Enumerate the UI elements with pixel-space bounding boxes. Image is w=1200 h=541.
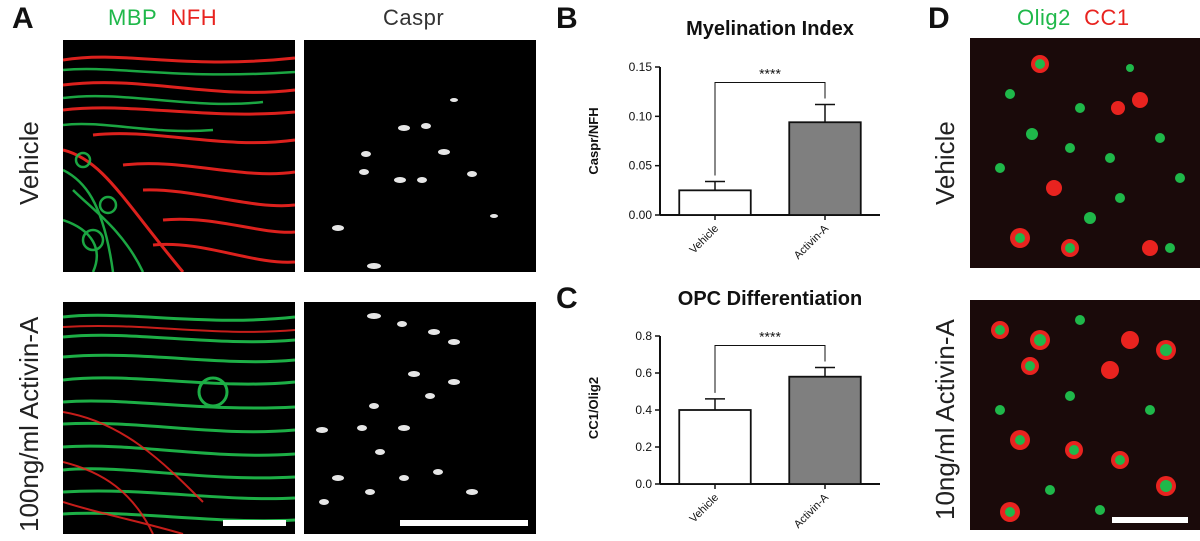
- panel-letter-d: D: [928, 2, 950, 35]
- bar-activin-a: [788, 121, 862, 216]
- scale-bar-caspr: [400, 520, 528, 526]
- y-tick-label: 0.6: [635, 366, 652, 380]
- caspr-puncta-vehicle: [332, 98, 498, 269]
- cell-image-vehicle: [995, 55, 1185, 257]
- y-tick-label: 0.0: [635, 477, 652, 491]
- chart-opc-differentiation: OPC Differentiation CC1/Olig2 0.00.20.40…: [586, 288, 880, 531]
- bar-vehicle: [678, 409, 752, 485]
- x-tick-label: Vehicle: [688, 492, 722, 526]
- bar-vehicle: [678, 189, 752, 216]
- scale-bar-fibers: [223, 520, 286, 526]
- row-label-activin-a: 100ng/ml Activin-A: [14, 316, 44, 532]
- cell-image-activin: [991, 315, 1176, 522]
- stain-label-mbp: MBP: [108, 5, 158, 30]
- micrograph-caspr-vehicle: [304, 40, 536, 272]
- chart-myelination-index: Myelination Index Caspr/NFH 0.00 0.05 0.10…: [586, 18, 880, 262]
- significance-stars: ****: [759, 65, 781, 81]
- panel-letter-a: A: [12, 2, 34, 35]
- significance-stars: ****: [759, 328, 781, 344]
- micrograph-caspr-activin: [304, 302, 536, 534]
- fiber-image-vehicle: [63, 55, 295, 272]
- micrograph-mbp-nfh-vehicle: [63, 40, 295, 272]
- plot-area: 0.00 0.05 0.10 0.15 Vehicle Activin-A ****: [629, 60, 880, 262]
- y-tick-label: 0.10: [629, 109, 653, 123]
- significance-bracket: [714, 344, 826, 393]
- micrograph-olig2-cc1-vehicle: [970, 38, 1200, 268]
- y-axis-label: CC1/Olig2: [586, 377, 601, 439]
- y-tick-label: 0.2: [635, 440, 652, 454]
- significance-bracket: [714, 81, 826, 176]
- y-tick-label: 0.05: [629, 159, 653, 173]
- y-tick-label: 0.00: [629, 208, 653, 222]
- chart-title: OPC Differentiation: [678, 288, 862, 310]
- stain-label-olig2: Olig2: [1017, 5, 1071, 30]
- stain-label-cc1: CC1: [1084, 5, 1130, 30]
- panel-d-header: Olig2 CC1: [1017, 5, 1130, 31]
- y-axis-label: Caspr/NFH: [586, 107, 601, 174]
- y-tick-label: 0.15: [629, 60, 653, 74]
- row-label-vehicle-d: Vehicle: [930, 121, 960, 205]
- panel-a-header-left: MBP NFH: [108, 5, 217, 31]
- x-tick-label: Activin-A: [792, 222, 832, 262]
- chart-title: Myelination Index: [686, 18, 854, 40]
- caspr-puncta-activin: [316, 313, 478, 505]
- panel-letter-b: B: [556, 2, 578, 35]
- fiber-image-activin: [63, 313, 295, 534]
- scale-bar-cells: [1112, 517, 1188, 523]
- bar-activin-a: [788, 375, 862, 485]
- stain-label-nfh: NFH: [170, 5, 218, 30]
- x-tick-label: Activin-A: [792, 491, 832, 531]
- row-label-activin-d: 10ng/ml Activin-A: [930, 319, 960, 520]
- x-tick-label: Vehicle: [688, 223, 722, 257]
- panel-letter-c: C: [556, 282, 578, 315]
- y-tick-label: 0.4: [635, 403, 652, 417]
- stain-label-caspr: Caspr: [383, 5, 445, 30]
- plot-area: 0.0 0.2 0.4 0.6 0.8 Vehicle Activin-A ****: [635, 328, 880, 531]
- micrograph-olig2-cc1-activin: [970, 300, 1200, 530]
- micrograph-mbp-nfh-activin: [63, 302, 295, 534]
- row-label-vehicle-a: Vehicle: [14, 121, 44, 205]
- y-tick-label: 0.8: [635, 329, 652, 343]
